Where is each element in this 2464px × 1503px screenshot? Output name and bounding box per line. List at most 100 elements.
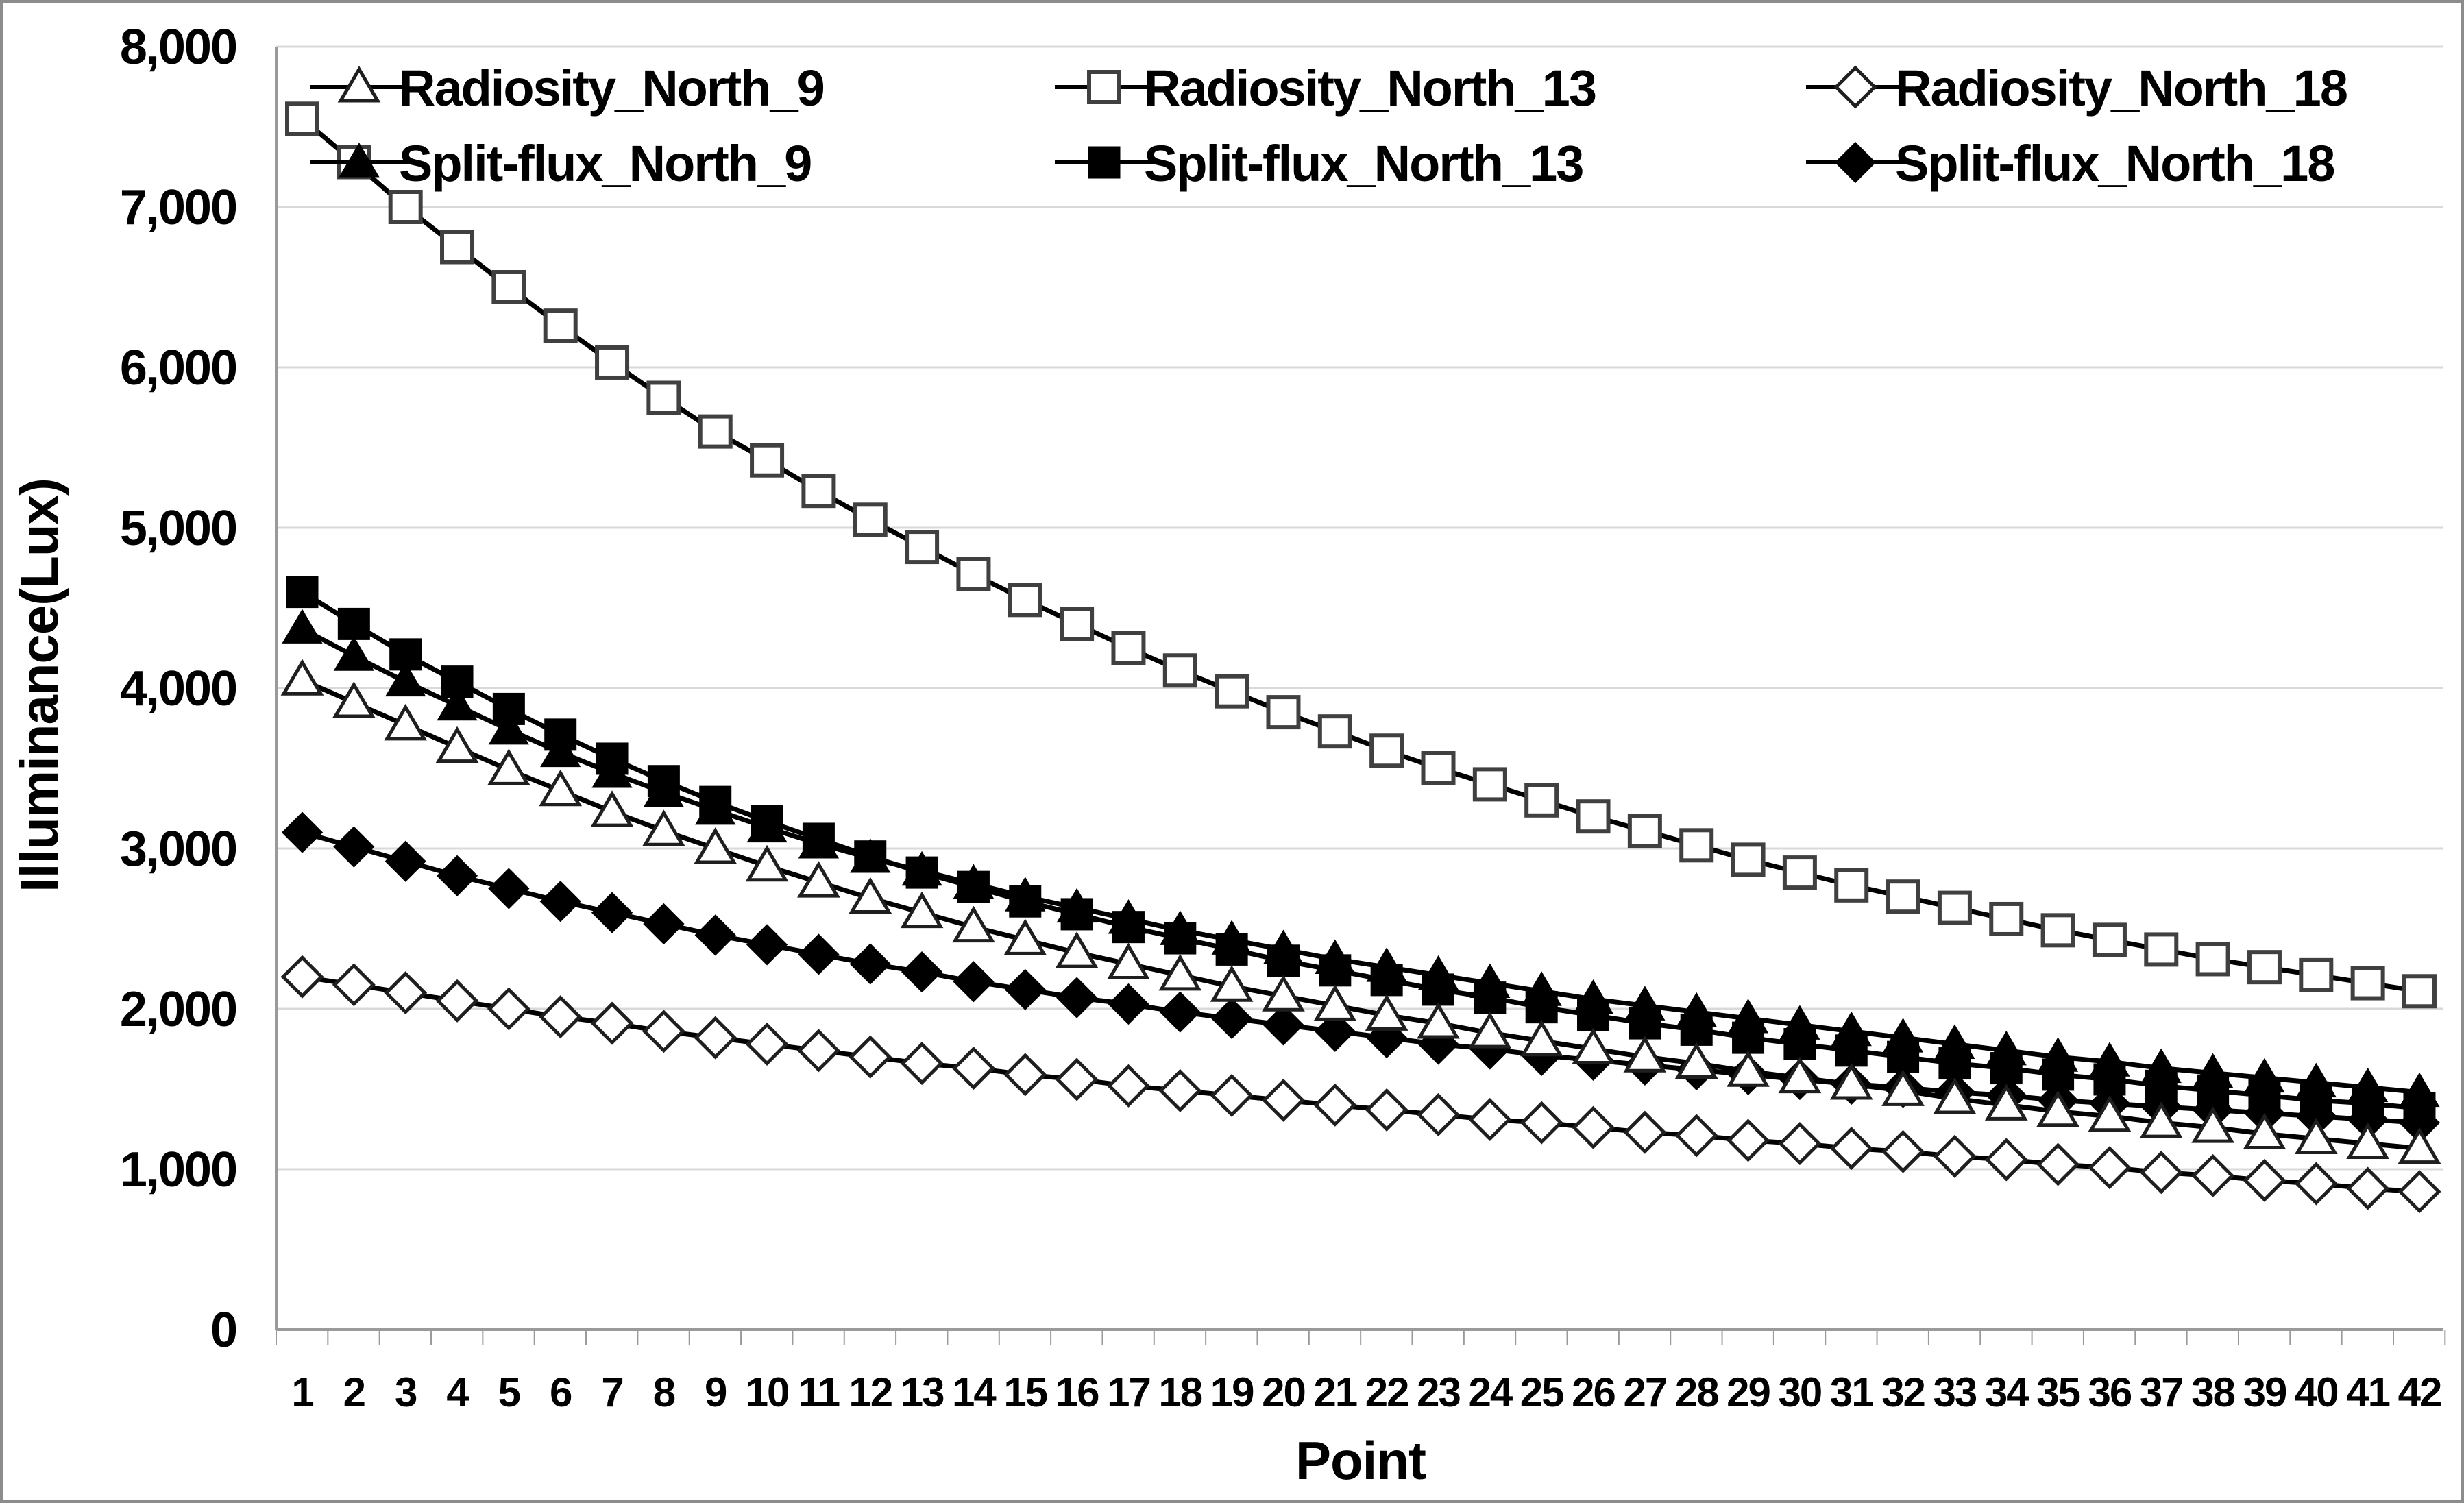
open-diamond-icon: [2139, 1151, 2183, 1195]
open-square-icon: [1317, 714, 1352, 749]
x-tick-label: 18: [1158, 1369, 1201, 1415]
filled-square-icon: [699, 785, 732, 818]
legend-item-Split-flux_North_18: Split-flux_North_18: [1806, 135, 2335, 192]
open-diamond-icon: [332, 963, 376, 1007]
filled-square-icon: [1422, 973, 1455, 1006]
open-square-icon: [2299, 957, 2334, 992]
filled-square-icon: [1680, 1013, 1713, 1046]
open-diamond-icon: [1261, 1078, 1306, 1122]
open-square-icon: [2350, 966, 2385, 1001]
open-triangle-icon: [952, 905, 995, 943]
open-triangle-icon: [332, 681, 376, 718]
filled-diamond-icon: [385, 840, 426, 882]
open-triangle-icon: [1778, 1056, 1822, 1094]
x-tick-label: 32: [1881, 1369, 1925, 1415]
open-square-icon: [956, 557, 991, 591]
x-tick-label: 36: [2088, 1369, 2132, 1415]
x-tick-label: 23: [1417, 1369, 1460, 1415]
x-tick-label: 33: [1934, 1369, 1977, 1415]
filled-square-icon: [647, 765, 680, 798]
x-tick-label: 25: [1520, 1369, 1563, 1415]
open-diamond-icon: [590, 1001, 634, 1045]
series-line: [300, 117, 2420, 994]
y-tick-label: 7,000: [120, 180, 236, 235]
open-diamond-icon: [694, 1016, 737, 1060]
x-tick-label: 24: [1468, 1369, 1513, 1415]
legend-label: Split-flux_North_13: [1144, 135, 1583, 192]
open-square-icon: [905, 530, 940, 565]
open-triangle-icon: [2398, 1127, 2441, 1164]
gridlines: [276, 45, 2443, 1171]
x-tick-label: 22: [1365, 1369, 1408, 1415]
filled-diamond-icon: [1314, 1010, 1356, 1052]
open-triangle-icon: [2294, 1117, 2338, 1155]
open-triangle-icon: [435, 726, 479, 763]
filled-diamond-icon: [333, 826, 375, 868]
y-tick-label: 8,000: [120, 20, 236, 75]
open-diamond-icon: [1003, 1053, 1047, 1097]
open-diamond-icon: [2294, 1162, 2338, 1206]
filled-diamond-icon: [591, 892, 633, 933]
open-triangle-icon: [642, 809, 685, 846]
filled-diamond-icon: [436, 855, 478, 896]
x-tick-label: 31: [1830, 1369, 1873, 1415]
open-triangle-icon: [1417, 1002, 1460, 1039]
open-square-icon: [1782, 855, 1817, 890]
open-diamond-icon: [1778, 1122, 1822, 1166]
open-square-icon: [1886, 879, 1920, 914]
filled-square-icon: [1060, 898, 1093, 931]
open-square-icon: [853, 502, 888, 537]
x-tick-label: 19: [1210, 1369, 1254, 1415]
filled-square-icon: [1215, 933, 1248, 966]
open-triangle-icon: [280, 659, 324, 696]
open-square-icon: [1162, 653, 1197, 688]
open-triangle-icon: [1933, 1077, 1977, 1114]
x-tick-label: 15: [1003, 1369, 1047, 1415]
open-square-icon: [1060, 607, 1095, 641]
x-tick-label: 38: [2191, 1369, 2234, 1415]
open-triangle-icon: [2346, 1122, 2390, 1160]
open-square-icon: [1731, 842, 1766, 877]
x-tick-label: 34: [1985, 1369, 2029, 1415]
filled-square-icon: [1319, 954, 1352, 987]
x-tick-label: 13: [901, 1369, 944, 1415]
open-diamond-icon: [1727, 1119, 1770, 1162]
x-tick-label: 5: [498, 1369, 520, 1415]
filled-square-icon: [1835, 1034, 1868, 1067]
filled-triangle-icon: [437, 685, 478, 721]
filled-square-icon: [596, 742, 629, 775]
open-triangle-icon: [694, 827, 737, 864]
filled-square-icon: [286, 576, 319, 609]
y-axis-title: Illuminance(Lux): [9, 478, 69, 892]
filled-square-icon: [544, 718, 577, 751]
open-triangle-icon: [384, 703, 428, 741]
open-diamond-icon: [2243, 1158, 2286, 1202]
filled-diamond-icon: [1004, 968, 1046, 1011]
filled-square-icon: [802, 822, 835, 855]
open-diamond-icon: [1313, 1083, 1357, 1127]
open-diamond-icon: [796, 1029, 840, 1073]
filled-square-icon: [1732, 1021, 1765, 1054]
open-square-icon: [1989, 901, 2024, 936]
legend-label: Radiosity_North_9: [399, 60, 824, 117]
x-tick-label: 21: [1313, 1369, 1356, 1415]
series-Split-flux_North_13: [286, 576, 2436, 1125]
open-triangle-icon: [2191, 1106, 2234, 1143]
open-square-icon: [595, 345, 630, 380]
open-square-icon: [1369, 733, 1404, 768]
open-diamond-icon: [2346, 1166, 2390, 1210]
open-diamond-icon: [2398, 1170, 2441, 1214]
chart-legend: Radiosity_North_9 Radiosity_North_13 Radio…: [310, 60, 2348, 192]
filled-diamond-icon: [1056, 977, 1098, 1018]
x-tick-label: 28: [1675, 1369, 1718, 1415]
x-tick-label: 29: [1727, 1369, 1770, 1415]
open-diamond-icon: [539, 995, 583, 1039]
open-square-icon: [1524, 783, 1559, 818]
open-square-icon: [543, 308, 578, 343]
open-square-icon: [646, 380, 681, 415]
x-tick-label: 1: [291, 1369, 313, 1415]
x-tick-label: 30: [1779, 1369, 1822, 1415]
open-square-icon: [801, 474, 836, 509]
x-tick-label: 40: [2295, 1369, 2338, 1415]
